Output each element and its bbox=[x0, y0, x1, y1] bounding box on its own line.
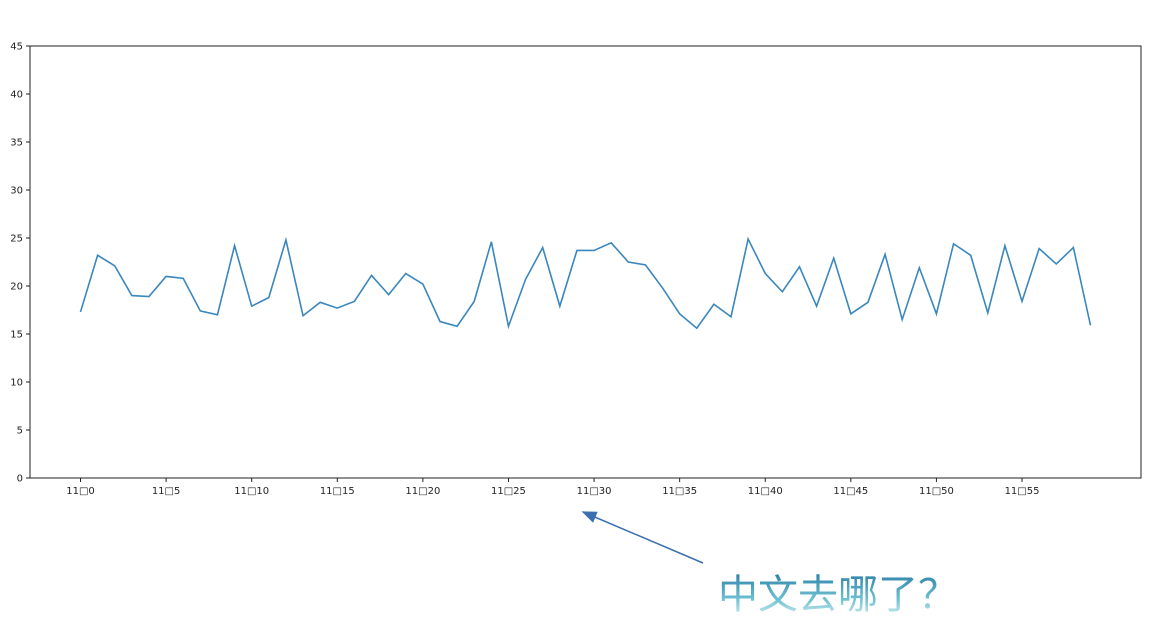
y-tick-label: 15 bbox=[10, 330, 23, 341]
x-tick-label: 11□45 bbox=[833, 486, 868, 497]
data-line bbox=[79, 236, 1092, 330]
x-tick-label: 11□10 bbox=[234, 486, 269, 497]
x-tick-label: 11□50 bbox=[919, 486, 954, 497]
y-tick-label: 40 bbox=[10, 90, 23, 101]
x-tick-label: 11□35 bbox=[662, 486, 697, 497]
y-tick-label: 30 bbox=[10, 186, 23, 197]
y-tick-label: 35 bbox=[10, 138, 23, 149]
y-tick-label: 10 bbox=[10, 378, 23, 389]
annotation: 中文去哪了？ bbox=[718, 572, 958, 618]
y-tick-label: 25 bbox=[10, 234, 23, 245]
plot-frame bbox=[29, 45, 1142, 479]
x-tick-label: 11□30 bbox=[577, 486, 612, 497]
x-tick-label: 11□55 bbox=[1005, 486, 1040, 497]
y-tick-label: 45 bbox=[10, 42, 23, 53]
y-tick-label: 0 bbox=[17, 474, 23, 485]
annotation-arrow bbox=[581, 511, 704, 564]
y-tick-label: 20 bbox=[10, 282, 23, 293]
x-tick-label: 11□15 bbox=[320, 486, 355, 497]
x-tick-label: 11□0 bbox=[66, 486, 95, 497]
x-tick-label: 11□5 bbox=[152, 486, 181, 497]
x-tick-label: 11□25 bbox=[491, 486, 526, 497]
x-tick-label: 11□40 bbox=[748, 486, 783, 497]
y-tick-label: 5 bbox=[17, 426, 23, 437]
x-tick-label: 11□20 bbox=[405, 486, 440, 497]
